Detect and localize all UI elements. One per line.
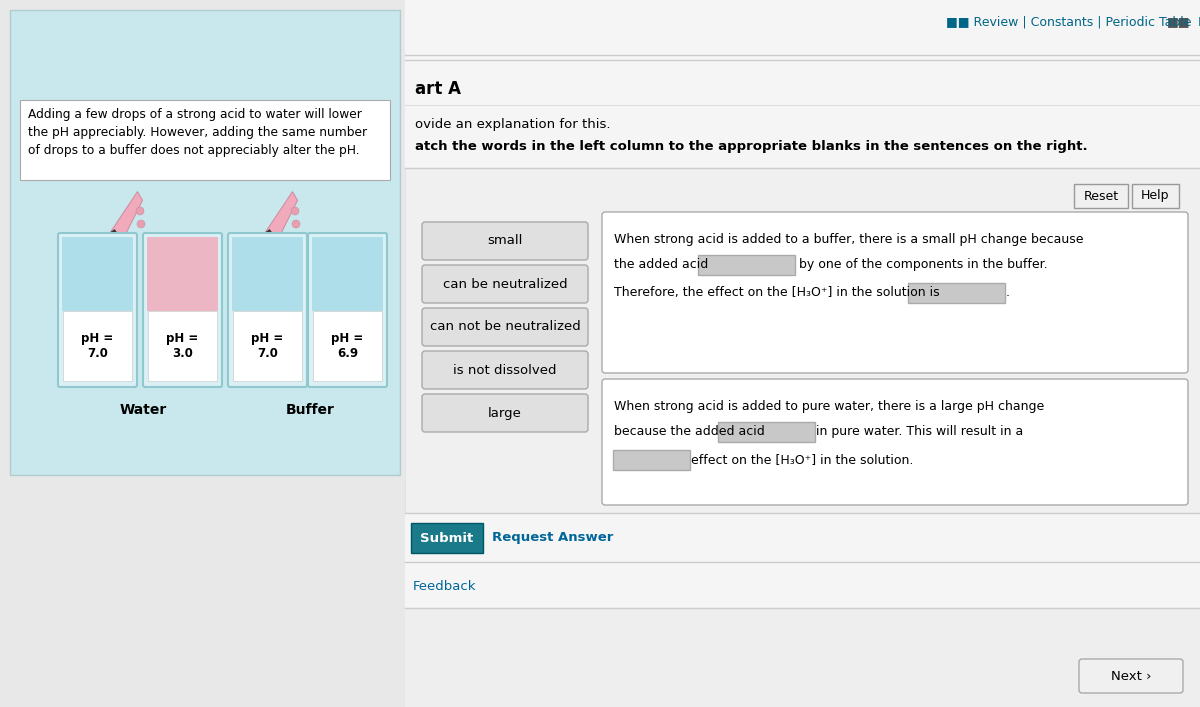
Circle shape [137,220,145,228]
Text: by one of the components in the buffer.: by one of the components in the buffer. [799,258,1048,271]
Text: When strong acid is added to a buffer, there is a small pH change because: When strong acid is added to a buffer, t… [614,233,1084,246]
FancyBboxPatch shape [613,450,690,470]
Text: can be neutralized: can be neutralized [443,278,568,291]
Text: Request Answer: Request Answer [492,532,613,544]
FancyBboxPatch shape [602,379,1188,505]
FancyBboxPatch shape [422,351,588,389]
FancyBboxPatch shape [58,233,137,387]
Text: in pure water. This will result in a: in pure water. This will result in a [816,425,1024,438]
Text: Water: Water [119,403,167,417]
Text: When strong acid is added to pure water, there is a large pH change: When strong acid is added to pure water,… [614,400,1044,413]
FancyBboxPatch shape [10,10,400,475]
Text: is not dissolved: is not dissolved [454,363,557,377]
FancyBboxPatch shape [62,237,133,311]
Text: small: small [487,235,523,247]
Text: Adding a few drops of a strong acid to water will lower
the pH appreciably. Howe: Adding a few drops of a strong acid to w… [28,108,367,157]
Text: pH =
7.0: pH = 7.0 [251,332,283,360]
FancyBboxPatch shape [698,255,796,275]
Text: atch the words in the left column to the appropriate blanks in the sentences on : atch the words in the left column to the… [415,140,1087,153]
Circle shape [136,207,144,215]
FancyBboxPatch shape [312,237,383,311]
Polygon shape [263,192,298,252]
FancyBboxPatch shape [422,265,588,303]
Text: Review | Constants | Periodic Table: Review | Constants | Periodic Table [1190,16,1200,28]
FancyBboxPatch shape [64,311,132,381]
Text: pH =
3.0: pH = 3.0 [167,332,199,360]
FancyBboxPatch shape [406,168,1200,513]
FancyBboxPatch shape [20,100,390,180]
Polygon shape [108,192,143,252]
FancyBboxPatch shape [1132,184,1178,208]
FancyBboxPatch shape [908,283,1006,303]
Polygon shape [98,230,126,257]
Text: ■■: ■■ [1166,16,1190,28]
Text: Therefore, the effect on the [H₃O⁺] in the solution is: Therefore, the effect on the [H₃O⁺] in t… [614,286,940,299]
FancyBboxPatch shape [232,237,302,311]
Text: Next ›: Next › [1111,670,1151,682]
Text: .: . [1006,286,1010,299]
FancyBboxPatch shape [228,233,307,387]
Circle shape [292,220,300,228]
Text: Submit: Submit [420,532,474,544]
Text: effect on the [H₃O⁺] in the solution.: effect on the [H₃O⁺] in the solution. [691,453,913,466]
FancyBboxPatch shape [406,0,1200,707]
Text: pH =
7.0: pH = 7.0 [82,332,114,360]
Text: the added acid: the added acid [614,258,708,271]
FancyBboxPatch shape [148,237,218,311]
FancyBboxPatch shape [406,608,1200,707]
FancyBboxPatch shape [313,311,382,381]
FancyBboxPatch shape [148,311,217,381]
Text: Reset: Reset [1084,189,1118,202]
FancyBboxPatch shape [410,523,482,553]
Text: art A: art A [415,80,461,98]
Circle shape [292,207,299,215]
FancyBboxPatch shape [422,394,588,432]
FancyBboxPatch shape [718,422,815,442]
FancyBboxPatch shape [1074,184,1128,208]
FancyBboxPatch shape [143,233,222,387]
Text: Buffer: Buffer [286,403,335,417]
FancyBboxPatch shape [422,308,588,346]
FancyBboxPatch shape [602,212,1188,373]
Text: pH =
6.9: pH = 6.9 [331,332,364,360]
FancyBboxPatch shape [422,222,588,260]
Text: Feedback: Feedback [413,580,476,593]
FancyBboxPatch shape [308,233,386,387]
Text: can not be neutralized: can not be neutralized [430,320,581,334]
Text: ovide an explanation for this.: ovide an explanation for this. [415,118,611,131]
Text: large: large [488,407,522,419]
FancyBboxPatch shape [233,311,302,381]
Text: because the added acid: because the added acid [614,425,764,438]
Polygon shape [253,230,282,257]
Text: Help: Help [1141,189,1169,202]
FancyBboxPatch shape [1079,659,1183,693]
Text: ■■ Review | Constants | Periodic Table: ■■ Review | Constants | Periodic Table [947,16,1192,28]
